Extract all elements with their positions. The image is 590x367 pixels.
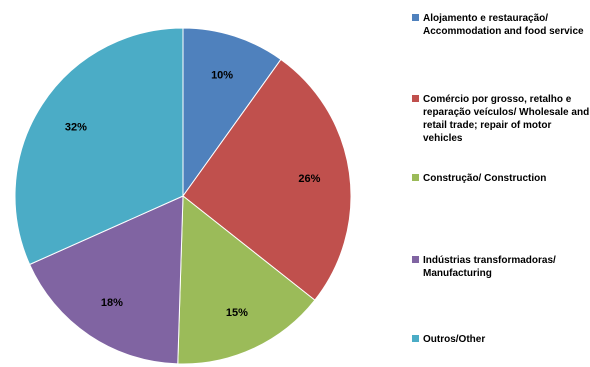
pie-label-manufacturing: 18% — [101, 297, 123, 309]
legend-label-accommodation: Alojamento e restauração/ Accommodation … — [423, 13, 584, 37]
legend-swatch-wholesale — [412, 95, 419, 102]
pie-slice-construction — [177, 194, 316, 365]
pie-label-other: 32% — [65, 122, 87, 134]
legend-swatch-accommodation — [412, 14, 419, 21]
pie-label-construction: 15% — [226, 307, 248, 319]
pie-slice-manufacturing — [28, 195, 184, 365]
pie-slices — [14, 27, 352, 365]
pie-slice-accommodation — [182, 27, 282, 198]
legend-item-manufacturing: Indústrias transformadoras/ Manufacturin… — [412, 254, 590, 280]
legend-label-other: Outros/Other — [423, 334, 486, 345]
legend-label-construction: Construção/ Construction — [423, 173, 547, 184]
legend-item-construction: Construção/ Construction — [412, 172, 590, 185]
legend-swatch-other — [412, 335, 419, 342]
legend: Alojamento e restauração/ Accommodation … — [412, 0, 590, 367]
pie-label-accommodation: 10% — [211, 69, 233, 81]
pie-slice-other — [14, 27, 184, 266]
legend-item-accommodation: Alojamento e restauração/ Accommodation … — [412, 12, 590, 38]
legend-label-wholesale: Comércio por grosso, retalho e reparação… — [423, 94, 590, 144]
pie-slice-wholesale — [182, 58, 352, 301]
legend-swatch-construction — [412, 174, 419, 181]
pie-label-wholesale: 26% — [298, 173, 320, 185]
pie-labels: 10% 26% 15% 18% 32% — [65, 69, 321, 318]
legend-item-wholesale: Comércio por grosso, retalho e reparação… — [412, 93, 590, 145]
legend-item-other: Outros/Other — [412, 333, 590, 346]
legend-swatch-manufacturing — [412, 256, 419, 263]
legend-label-manufacturing: Indústrias transformadoras/ Manufacturin… — [423, 255, 556, 279]
